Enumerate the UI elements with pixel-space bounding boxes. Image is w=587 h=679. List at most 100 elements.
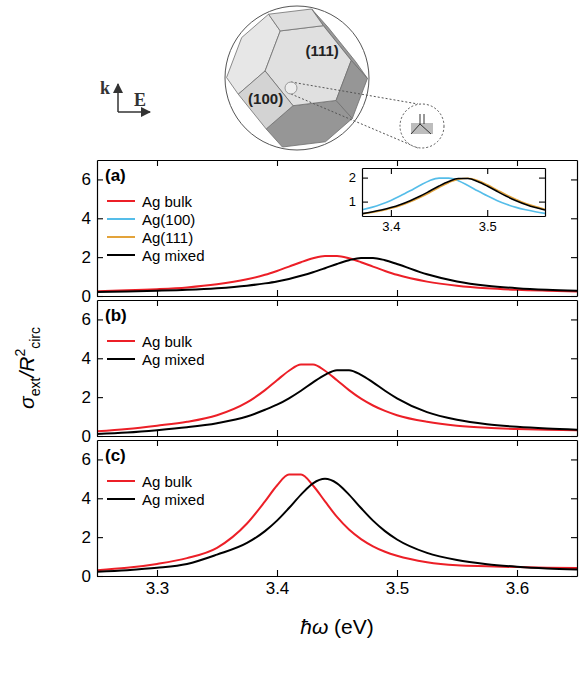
tick [571, 257, 577, 258]
tick [397, 300, 398, 306]
tick [277, 300, 278, 306]
zoom-spot [285, 82, 297, 94]
legend-swatch [107, 236, 135, 238]
tick [539, 202, 545, 203]
tick [539, 178, 545, 179]
tick-mark [487, 168, 488, 174]
tick: 6 [82, 170, 103, 189]
tick [517, 290, 518, 296]
k-arrow [117, 84, 119, 112]
tick [571, 319, 577, 320]
tick-label: 3.5 [386, 579, 410, 598]
facet-label: (111) [305, 42, 338, 59]
axis-line [98, 576, 578, 577]
tick [397, 440, 398, 446]
tick [397, 160, 398, 166]
zoom-detail [411, 114, 431, 134]
e-arrow [118, 111, 150, 113]
tick [571, 436, 577, 437]
tick-mark [571, 296, 577, 297]
tick-mark [571, 576, 577, 577]
tick-label: 0 [82, 427, 91, 446]
tick-mark [571, 397, 577, 398]
tick-mark [157, 440, 158, 446]
tick-mark [157, 290, 158, 296]
tick [571, 296, 577, 297]
tick: 6 [82, 310, 103, 329]
axis-line [363, 168, 546, 169]
axis-line [98, 440, 578, 441]
y-axis-title-part: /R [15, 357, 38, 380]
tick: 0 [82, 567, 103, 586]
tick-label: 3.6 [506, 579, 530, 598]
axis-top [98, 300, 578, 306]
tick [571, 397, 577, 398]
tick-mark [571, 257, 577, 258]
zoom-circle [400, 104, 444, 148]
tick-mark [97, 576, 103, 577]
axis-bottom: 3.33.43.53.6 [98, 570, 578, 598]
tick-mark [397, 290, 398, 296]
series-line [362, 179, 545, 214]
tick: 3.4 [382, 210, 400, 234]
tick [157, 300, 158, 306]
axis-line [98, 300, 578, 301]
tick-mark [571, 498, 577, 499]
legend-label: Ag bulk [142, 333, 193, 350]
tick-mark [391, 210, 392, 216]
tick-mark [397, 160, 398, 166]
y-axis-title-part: ext [27, 378, 43, 397]
tick-label: 6 [82, 310, 91, 329]
tick [571, 537, 577, 538]
axis-bottom [98, 290, 578, 297]
axis-left: 0246 [82, 441, 103, 586]
legend-swatch [107, 254, 135, 256]
tick-mark [97, 179, 103, 180]
tick-mark [517, 430, 518, 436]
tick-label: 2 [82, 388, 91, 407]
tick: 4 [82, 209, 103, 228]
square-facet [269, 9, 324, 31]
axis-bottom: 3.43.5 [363, 210, 546, 234]
panel-title: (b) [105, 306, 127, 325]
tick [157, 440, 158, 446]
axis-top [363, 168, 546, 174]
tick-mark [277, 440, 278, 446]
tick-mark [277, 570, 278, 576]
tick-mark [97, 296, 103, 297]
tick [571, 576, 577, 577]
tick-label: 0 [82, 567, 91, 586]
axis-left: 0246 [82, 161, 103, 306]
tick-mark [97, 459, 103, 460]
panel-title: (c) [105, 446, 126, 465]
tick-mark [277, 430, 278, 436]
tick [571, 218, 577, 219]
legend: Ag bulkAg(100)Ag(111)Ag mixed [107, 193, 205, 264]
tick-mark [97, 358, 103, 359]
tick-mark [539, 178, 545, 179]
tick [487, 168, 488, 174]
tick-mark [517, 290, 518, 296]
tick: 2 [82, 528, 103, 547]
axis-line [98, 160, 578, 161]
legend-swatch [107, 480, 135, 482]
legend-label: Ag mixed [142, 351, 205, 368]
tick-label: 1 [349, 194, 356, 209]
axis-line [97, 301, 98, 437]
panel-title: (a) [105, 166, 126, 185]
tick-mark [397, 570, 398, 576]
tick-label: 3.4 [266, 579, 290, 598]
tick [157, 290, 158, 296]
tick-mark [397, 300, 398, 306]
tick-mark [157, 430, 158, 436]
tick [397, 290, 398, 296]
axis-line [545, 169, 546, 217]
tick-mark [571, 358, 577, 359]
tick [157, 430, 158, 436]
tick [517, 430, 518, 436]
y-axis-title: σext/R2circ [12, 327, 43, 409]
tick-mark [277, 160, 278, 166]
square-facet [336, 60, 367, 118]
panel: 0246(a)Ag bulkAg(100)Ag(111)Ag mixed3.43… [82, 160, 578, 306]
tick-mark [391, 168, 392, 174]
